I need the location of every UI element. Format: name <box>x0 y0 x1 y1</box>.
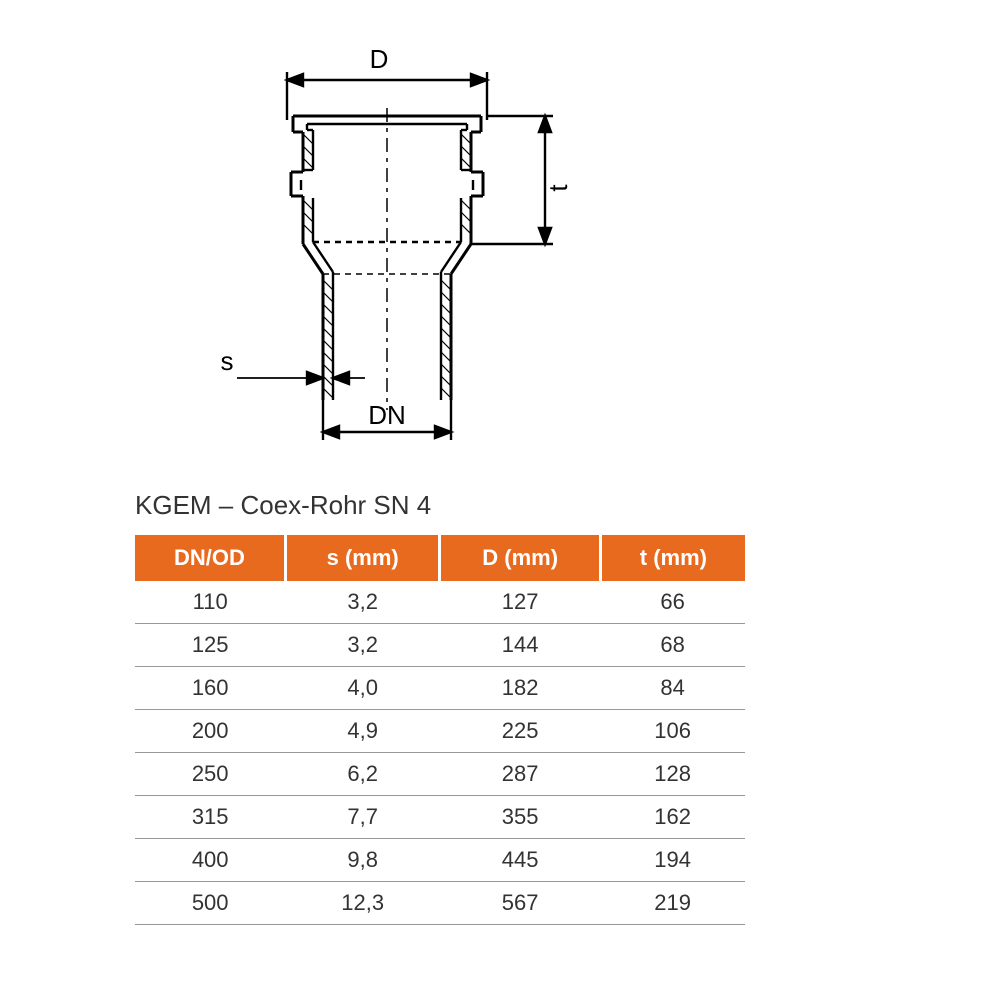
col-dnod: DN/OD <box>135 535 285 581</box>
table-title: KGEM – Coex-Rohr SN 4 <box>135 490 431 521</box>
table-cell: 125 <box>135 624 285 667</box>
table-cell: 6,2 <box>285 753 440 796</box>
spec-table: DN/OD s (mm) D (mm) t (mm) 1103,21276612… <box>135 535 745 925</box>
table-cell: 250 <box>135 753 285 796</box>
table-cell: 400 <box>135 839 285 882</box>
table-row: 2506,2287128 <box>135 753 745 796</box>
col-D: D (mm) <box>440 535 600 581</box>
table-cell: 219 <box>600 882 745 925</box>
table-header-row: DN/OD s (mm) D (mm) t (mm) <box>135 535 745 581</box>
table-cell: 110 <box>135 581 285 624</box>
table-cell: 182 <box>440 667 600 710</box>
table-cell: 128 <box>600 753 745 796</box>
table-cell: 12,3 <box>285 882 440 925</box>
col-t: t (mm) <box>600 535 745 581</box>
table-cell: 315 <box>135 796 285 839</box>
label-s: s <box>221 346 234 376</box>
table-row: 1103,212766 <box>135 581 745 624</box>
table-cell: 66 <box>600 581 745 624</box>
table-cell: 9,8 <box>285 839 440 882</box>
table-cell: 500 <box>135 882 285 925</box>
table-cell: 225 <box>440 710 600 753</box>
table-cell: 3,2 <box>285 581 440 624</box>
table-cell: 68 <box>600 624 745 667</box>
table-row: 2004,9225106 <box>135 710 745 753</box>
table-row: 50012,3567219 <box>135 882 745 925</box>
table-cell: 355 <box>440 796 600 839</box>
label-DN: DN <box>368 400 406 430</box>
table-cell: 3,2 <box>285 624 440 667</box>
table-cell: 84 <box>600 667 745 710</box>
table-cell: 445 <box>440 839 600 882</box>
table-cell: 194 <box>600 839 745 882</box>
label-D: D <box>370 44 389 74</box>
table-row: 1604,018284 <box>135 667 745 710</box>
table-row: 1253,214468 <box>135 624 745 667</box>
label-t: t <box>543 184 573 192</box>
table-row: 4009,8445194 <box>135 839 745 882</box>
table-cell: 567 <box>440 882 600 925</box>
table-cell: 4,0 <box>285 667 440 710</box>
table-row: 3157,7355162 <box>135 796 745 839</box>
table-cell: 106 <box>600 710 745 753</box>
table-cell: 160 <box>135 667 285 710</box>
table-cell: 287 <box>440 753 600 796</box>
table-cell: 7,7 <box>285 796 440 839</box>
table-cell: 127 <box>440 581 600 624</box>
table-cell: 4,9 <box>285 710 440 753</box>
table-cell: 200 <box>135 710 285 753</box>
pipe-diagram: D <box>175 30 615 460</box>
table-cell: 162 <box>600 796 745 839</box>
table-cell: 144 <box>440 624 600 667</box>
col-s: s (mm) <box>285 535 440 581</box>
